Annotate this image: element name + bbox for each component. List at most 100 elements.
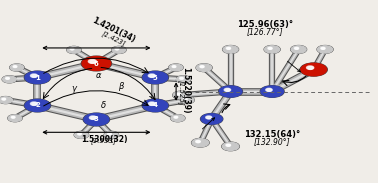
Circle shape (226, 144, 231, 146)
Circle shape (116, 48, 118, 50)
Circle shape (173, 92, 188, 99)
Circle shape (223, 46, 239, 53)
Circle shape (269, 48, 272, 49)
Circle shape (294, 47, 299, 49)
Circle shape (201, 66, 203, 67)
Circle shape (192, 139, 209, 147)
Circle shape (8, 115, 22, 122)
Circle shape (227, 145, 230, 146)
Circle shape (92, 117, 94, 119)
Circle shape (200, 66, 204, 68)
Circle shape (108, 133, 111, 135)
Circle shape (177, 94, 180, 95)
Circle shape (151, 75, 153, 77)
Circle shape (181, 78, 183, 79)
Circle shape (269, 48, 271, 49)
Circle shape (14, 66, 16, 67)
Text: γ: γ (71, 84, 76, 93)
Circle shape (173, 66, 175, 67)
Circle shape (148, 74, 155, 77)
Circle shape (143, 100, 168, 112)
Circle shape (175, 117, 177, 118)
Circle shape (2, 76, 17, 83)
Text: 3: 3 (94, 117, 99, 122)
Circle shape (296, 48, 297, 49)
Circle shape (11, 116, 15, 118)
Circle shape (196, 140, 200, 143)
Circle shape (180, 78, 183, 79)
Circle shape (71, 48, 73, 50)
Circle shape (7, 78, 8, 79)
Circle shape (32, 103, 36, 105)
Circle shape (142, 71, 169, 84)
Circle shape (296, 48, 298, 49)
Circle shape (172, 66, 176, 68)
Circle shape (197, 64, 212, 71)
Circle shape (78, 133, 81, 135)
Circle shape (175, 117, 177, 118)
Circle shape (180, 97, 194, 104)
Circle shape (268, 89, 271, 91)
Circle shape (266, 88, 272, 91)
Text: [126.77°]: [126.77°] (246, 27, 283, 37)
Circle shape (308, 67, 313, 69)
Circle shape (108, 134, 111, 135)
Circle shape (309, 67, 312, 69)
Circle shape (83, 113, 110, 126)
Circle shape (181, 78, 183, 79)
Circle shape (219, 86, 242, 97)
Circle shape (185, 99, 186, 100)
Circle shape (175, 117, 177, 118)
Circle shape (7, 78, 9, 79)
Circle shape (322, 48, 324, 49)
Text: [1.525]: [1.525] (178, 80, 184, 105)
Circle shape (25, 71, 50, 83)
Circle shape (90, 61, 95, 63)
Circle shape (14, 66, 17, 67)
Circle shape (269, 48, 271, 49)
Circle shape (180, 77, 183, 79)
Circle shape (24, 99, 51, 112)
Circle shape (291, 46, 307, 53)
Circle shape (148, 102, 155, 105)
Text: 1.5300(32): 1.5300(32) (81, 135, 127, 144)
Circle shape (261, 86, 284, 97)
Text: 132.15(64)°: 132.15(64)° (244, 130, 300, 139)
Circle shape (104, 131, 118, 138)
Circle shape (10, 64, 24, 71)
Circle shape (178, 94, 180, 95)
Circle shape (197, 141, 200, 142)
Circle shape (33, 103, 36, 105)
Circle shape (300, 63, 327, 76)
Circle shape (33, 103, 36, 105)
Circle shape (206, 116, 212, 119)
Circle shape (88, 59, 96, 63)
Circle shape (178, 94, 180, 95)
Text: 2: 2 (35, 102, 40, 109)
Circle shape (184, 99, 186, 100)
Circle shape (25, 100, 50, 111)
Circle shape (208, 117, 210, 118)
Circle shape (0, 97, 13, 104)
Circle shape (0, 97, 12, 103)
Circle shape (142, 99, 169, 112)
Circle shape (180, 97, 194, 103)
Circle shape (2, 98, 6, 100)
Circle shape (177, 76, 190, 83)
Circle shape (309, 67, 312, 69)
Text: 4: 4 (153, 102, 158, 109)
Circle shape (218, 86, 243, 97)
Circle shape (174, 116, 178, 118)
Text: 1.5220(39): 1.5220(39) (181, 67, 191, 114)
Circle shape (91, 61, 94, 63)
Circle shape (108, 133, 112, 135)
Circle shape (32, 75, 37, 77)
Text: 6: 6 (94, 61, 99, 66)
Circle shape (71, 48, 74, 50)
Circle shape (208, 117, 211, 118)
Circle shape (268, 47, 272, 49)
Circle shape (192, 139, 209, 147)
Circle shape (173, 66, 175, 67)
Text: 1: 1 (35, 74, 40, 81)
Circle shape (322, 48, 324, 49)
